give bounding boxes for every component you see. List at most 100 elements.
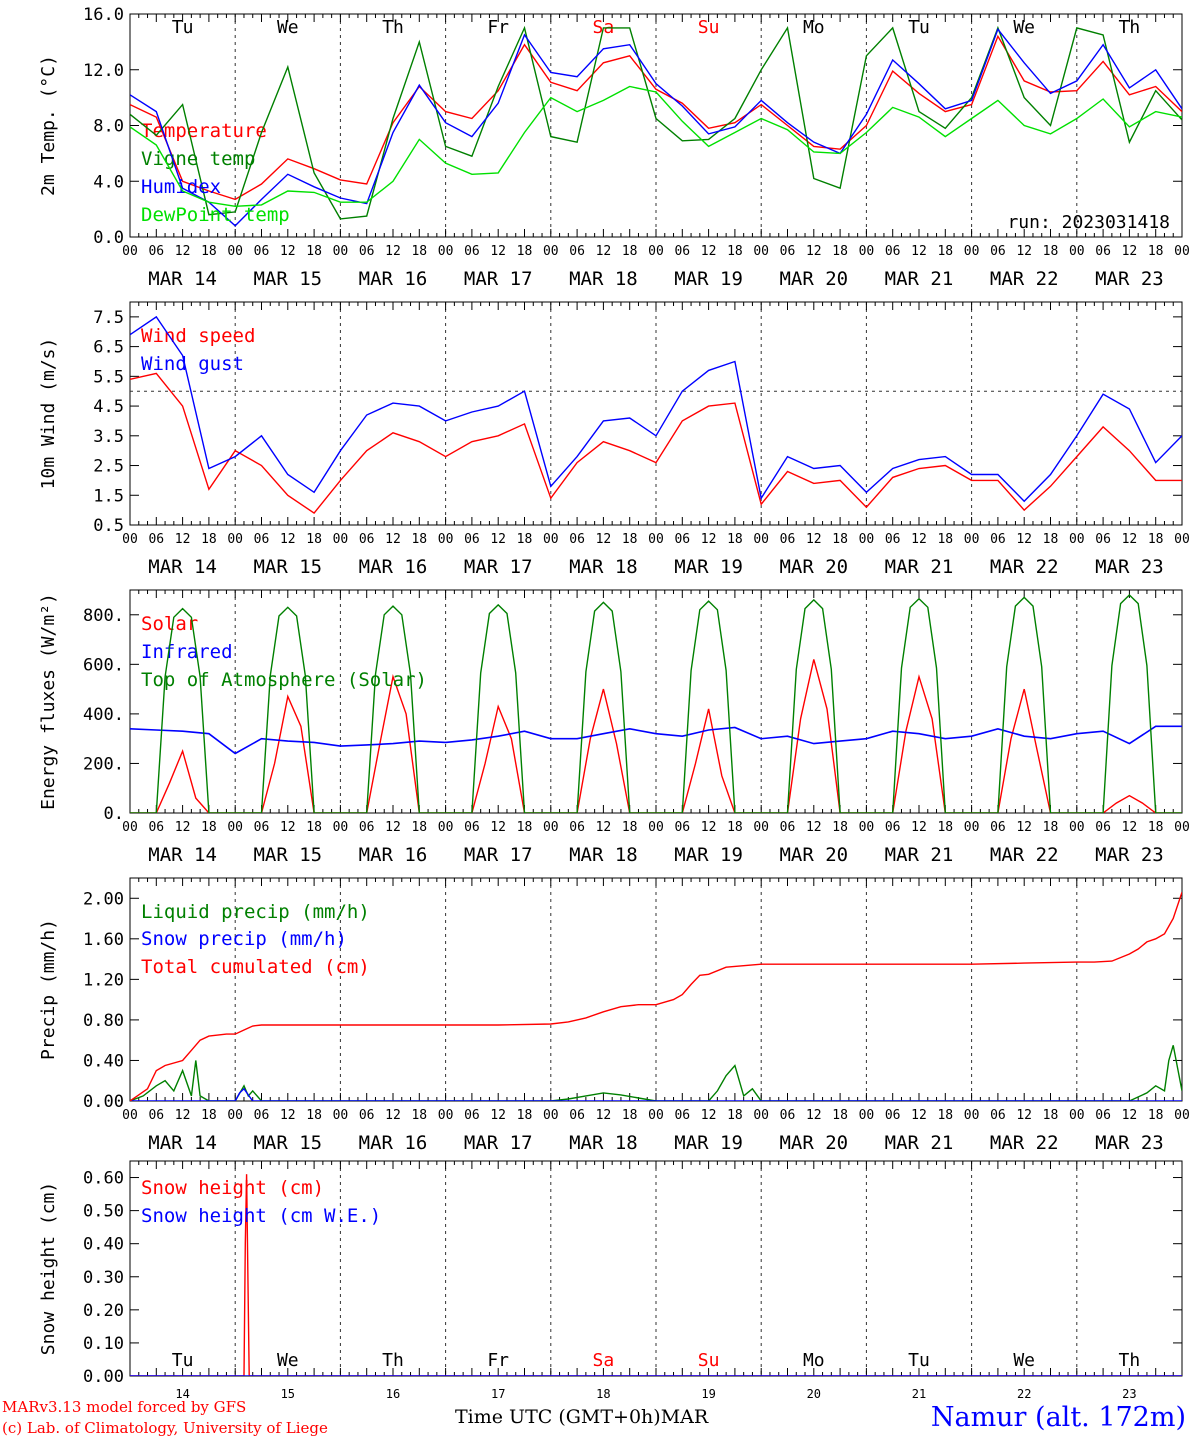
hour-label: 06 [148, 244, 164, 259]
date-label: MAR 19 [674, 1132, 743, 1154]
weekday-label: Su [698, 17, 720, 38]
hour-label: 06 [254, 820, 270, 835]
hour-label: 00 [227, 532, 243, 547]
date-label: MAR 22 [990, 556, 1059, 578]
date-label: MAR 19 [674, 268, 743, 290]
weekday-label: Th [382, 1350, 404, 1371]
hour-label: 18 [306, 532, 322, 547]
weekday-label: We [1013, 17, 1035, 38]
hour-label: 18 [1043, 1108, 1059, 1123]
weekday-label: Tu [908, 17, 930, 38]
hour-label: 06 [254, 1108, 270, 1123]
date-label: MAR 21 [885, 844, 954, 866]
hour-label: 00 [1069, 532, 1085, 547]
hour-label: 00 [122, 820, 138, 835]
hour-label: 00 [1174, 1108, 1190, 1123]
hour-label: 12 [175, 820, 191, 835]
y-axis-label: Precip (mm/h) [38, 919, 59, 1060]
panel-2: 0.5 1.5 2.5 3.5 4.5 5.5 6.5 7.5 10m Wind (m/s) 00… [38, 301, 1190, 578]
hour-label: 18 [306, 820, 322, 835]
hour-label: 12 [1122, 1108, 1138, 1123]
hour-label: 00 [543, 820, 559, 835]
hour-label: 00 [859, 532, 875, 547]
hour-label: 18 [517, 244, 533, 259]
y-tick-label: 7.5 [93, 308, 124, 328]
legend-entry: Solar [141, 613, 198, 635]
hour-label: 00 [753, 244, 769, 259]
date-label: MAR 21 [885, 1132, 954, 1154]
hour-label: 06 [464, 532, 480, 547]
series-line-dewpoint-temp [130, 85, 1182, 208]
weekday-label: Tu [172, 17, 194, 38]
day-number-label: 21 [912, 1387, 926, 1401]
hour-label: 06 [990, 1108, 1006, 1123]
y-tick-label: 6.5 [93, 338, 124, 358]
hour-label: 18 [937, 1108, 953, 1123]
weekday-label: Th [1119, 17, 1141, 38]
hour-label: 12 [701, 244, 717, 259]
date-label: MAR 21 [885, 556, 954, 578]
hour-label: 00 [333, 532, 349, 547]
hour-label: 06 [674, 532, 690, 547]
date-label: MAR 18 [569, 844, 638, 866]
hour-label: 12 [280, 244, 296, 259]
date-label: MAR 23 [1095, 556, 1164, 578]
y-axis-label: Snow height (cm) [38, 1182, 59, 1355]
hour-label: 12 [1122, 820, 1138, 835]
legend-entry: Infrared [141, 641, 233, 663]
weekday-label: Fr [487, 17, 509, 38]
legend-entry: Total cumulated (cm) [141, 956, 370, 978]
hour-label: 00 [1174, 532, 1190, 547]
hour-label: 00 [859, 244, 875, 259]
date-label: MAR 20 [779, 556, 848, 578]
weekday-label: Mo [803, 1350, 825, 1371]
day-number-label: 22 [1017, 1387, 1031, 1401]
hour-label: 00 [438, 820, 454, 835]
hour-label: 06 [780, 1108, 796, 1123]
date-label: MAR 14 [148, 556, 217, 578]
y-tick-label: 0.20 [83, 1301, 124, 1321]
day-number-label: 20 [807, 1387, 821, 1401]
hour-label: 12 [911, 1108, 927, 1123]
hour-label: 12 [911, 244, 927, 259]
hour-label: 06 [1095, 820, 1111, 835]
hour-label: 06 [464, 1108, 480, 1123]
y-tick-label: 2.00 [83, 889, 124, 909]
hour-label: 06 [464, 244, 480, 259]
legend-entry: Snow height (cm W.E.) [141, 1205, 381, 1227]
hour-label: 12 [1016, 820, 1032, 835]
date-label: MAR 17 [464, 844, 533, 866]
hour-label: 18 [411, 1108, 427, 1123]
hour-label: 18 [1043, 532, 1059, 547]
date-label: MAR 15 [253, 1132, 322, 1154]
series-line-snow-precip-mm-h- [130, 1087, 1182, 1101]
hour-label: 12 [175, 1108, 191, 1123]
hour-label: 18 [622, 1108, 638, 1123]
hour-label: 06 [359, 820, 375, 835]
y-tick-label: 0.30 [83, 1268, 124, 1288]
date-label: MAR 14 [148, 844, 217, 866]
series-line-wind-gust [130, 315, 1182, 503]
hour-label: 18 [727, 532, 743, 547]
hour-label: 06 [1095, 244, 1111, 259]
hour-label: 18 [411, 244, 427, 259]
y-tick-label: 1.60 [83, 930, 124, 950]
series-line-liquid-precip-mm-h- [130, 1045, 1182, 1101]
legend-entry: DewPoint temp [141, 204, 290, 226]
series-line-total-cumulated-cm- [130, 891, 1182, 1101]
date-label: MAR 22 [990, 268, 1059, 290]
hour-label: 00 [227, 1108, 243, 1123]
hour-label: 12 [175, 532, 191, 547]
legend-entry: Top of Atmosphere (Solar) [141, 669, 427, 691]
weekday-label: Su [698, 1350, 720, 1371]
date-label: MAR 15 [253, 556, 322, 578]
hour-label: 12 [1016, 244, 1032, 259]
hour-label: 18 [201, 244, 217, 259]
day-number-label: 23 [1122, 1387, 1136, 1401]
date-label: MAR 17 [464, 268, 533, 290]
hour-label: 18 [1148, 820, 1164, 835]
hour-label: 00 [859, 1108, 875, 1123]
hour-label: 06 [885, 820, 901, 835]
y-tick-label: 1.20 [83, 970, 124, 990]
